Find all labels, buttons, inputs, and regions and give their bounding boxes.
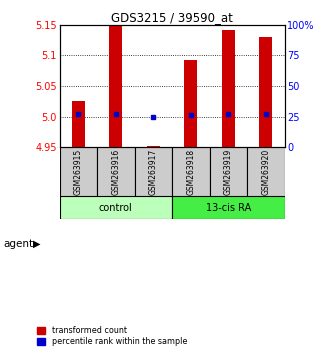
Bar	[222, 30, 235, 147]
Text: agent: agent	[3, 239, 33, 249]
Bar	[60, 147, 97, 196]
Title: GDS3215 / 39590_at: GDS3215 / 39590_at	[111, 11, 233, 24]
Bar	[247, 147, 285, 196]
Bar	[184, 60, 197, 147]
Bar	[172, 147, 210, 196]
Bar	[60, 196, 172, 219]
Bar	[259, 37, 272, 147]
Text: GSM263917: GSM263917	[149, 149, 158, 195]
Text: ▶: ▶	[33, 239, 41, 249]
Text: GSM263920: GSM263920	[261, 149, 270, 195]
Text: GSM263918: GSM263918	[186, 149, 195, 195]
Bar	[135, 147, 172, 196]
Bar	[97, 147, 135, 196]
Bar	[109, 26, 122, 147]
Text: GSM263915: GSM263915	[74, 149, 83, 195]
Bar	[147, 146, 160, 147]
Legend: transformed count, percentile rank within the sample: transformed count, percentile rank withi…	[37, 326, 187, 347]
Bar	[72, 101, 85, 147]
Bar	[172, 196, 285, 219]
Text: GSM263916: GSM263916	[111, 149, 120, 195]
Text: 13-cis RA: 13-cis RA	[206, 203, 251, 213]
Text: GSM263919: GSM263919	[224, 149, 233, 195]
Text: control: control	[99, 203, 133, 213]
Bar	[210, 147, 247, 196]
